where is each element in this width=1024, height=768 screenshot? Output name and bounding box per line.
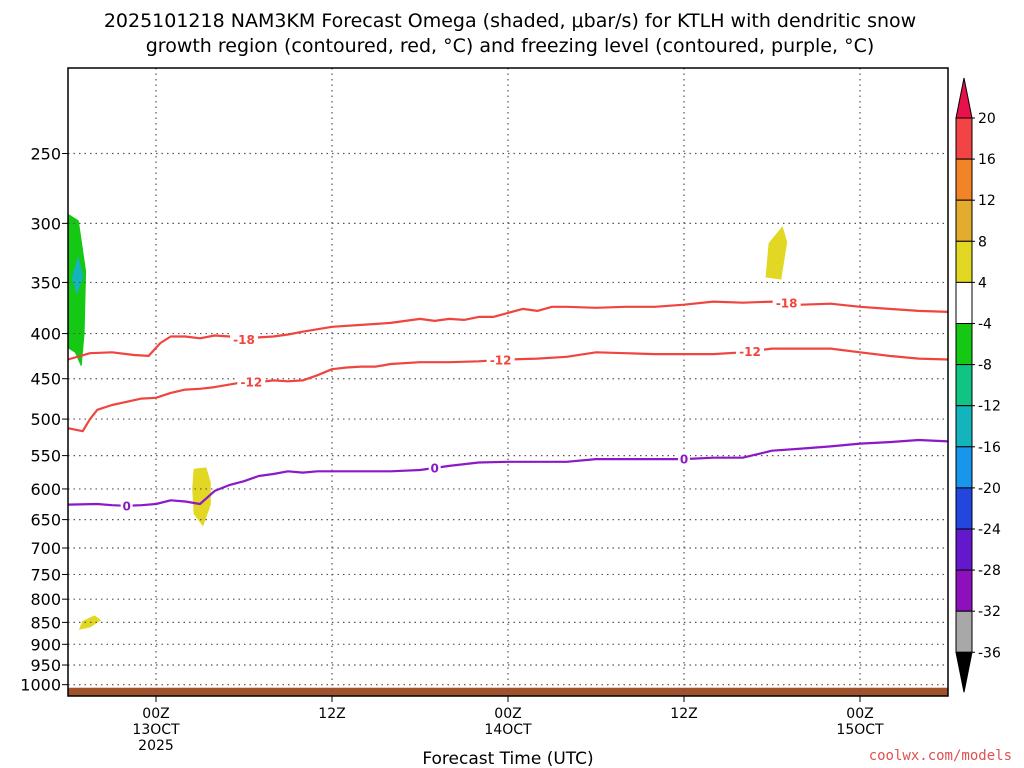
y-tick-label: 300 bbox=[30, 214, 61, 233]
y-tick-label: 1000 bbox=[20, 676, 61, 695]
y-tick-label: 600 bbox=[30, 480, 61, 499]
contour-line bbox=[67, 438, 949, 507]
contour-label-bg bbox=[120, 498, 133, 513]
colorbar-label: 20 bbox=[978, 111, 996, 127]
colorbar-label: -20 bbox=[978, 481, 1001, 497]
y-tick-label: 500 bbox=[30, 410, 61, 429]
contour-label: -12 bbox=[739, 345, 761, 359]
colorbar-swatch bbox=[955, 199, 973, 242]
colorbar-swatch bbox=[955, 446, 973, 489]
x-tick-label: 12Z bbox=[670, 706, 697, 722]
colorbar-extend-bottom bbox=[955, 651, 973, 693]
terrain-band bbox=[68, 687, 948, 696]
colorbar-label: 12 bbox=[978, 193, 996, 209]
colorbar-swatch bbox=[955, 364, 973, 407]
colorbar-extend-top bbox=[955, 77, 973, 119]
colorbar-swatch bbox=[955, 405, 973, 448]
colorbar-label: 4 bbox=[978, 275, 987, 291]
colorbar-swatch bbox=[955, 281, 973, 324]
y-tick-label: 350 bbox=[30, 273, 61, 292]
colorbar-swatch bbox=[955, 610, 973, 653]
y-tick-label: 900 bbox=[30, 635, 61, 654]
colorbar-label: -36 bbox=[978, 645, 1001, 661]
contour-label-bg bbox=[428, 460, 441, 475]
colorbar-label: -32 bbox=[978, 604, 1001, 620]
contour-label-bg bbox=[772, 296, 801, 311]
contour-label-bg bbox=[486, 352, 515, 367]
chart-title-line2: growth region (contoured, red, °C) and f… bbox=[146, 35, 875, 57]
contour-label: -18 bbox=[776, 297, 798, 311]
y-tick-label: 800 bbox=[30, 590, 61, 609]
contour-label: 0 bbox=[430, 461, 438, 475]
contour-label-bg bbox=[678, 452, 690, 467]
contour-label: -18 bbox=[233, 333, 255, 347]
colorbar-label: -16 bbox=[978, 440, 1001, 456]
x-axis-label: Forecast Time (UTC) bbox=[422, 749, 593, 768]
y-tick-label: 850 bbox=[30, 613, 61, 632]
y-tick-label: 400 bbox=[30, 325, 61, 344]
x-tick-label: 15OCT bbox=[836, 722, 884, 738]
colorbar-label: -28 bbox=[978, 563, 1001, 579]
colorbar-swatch bbox=[955, 528, 973, 571]
y-tick-label: 450 bbox=[30, 370, 61, 389]
contour-label-bg bbox=[237, 375, 266, 390]
x-tick-label: 12Z bbox=[318, 706, 345, 722]
x-tick-label: 00Z bbox=[142, 706, 169, 722]
colorbar-label: -4 bbox=[978, 317, 992, 333]
colorbar-swatch bbox=[955, 158, 973, 201]
y-tick-label: 550 bbox=[30, 447, 61, 466]
contour-label-bg bbox=[230, 332, 258, 347]
contour-label: 0 bbox=[122, 499, 130, 513]
colorbar-label: -12 bbox=[978, 399, 1001, 415]
contour-line bbox=[67, 300, 949, 361]
y-tick-label: 950 bbox=[30, 656, 61, 675]
x-tick-label: 13OCT bbox=[132, 722, 180, 738]
credit-text: coolwx.com/models bbox=[869, 748, 1012, 764]
x-tick-label: 00Z bbox=[494, 706, 521, 722]
contour-label-bg bbox=[736, 344, 764, 359]
y-tick-label: 650 bbox=[30, 511, 61, 530]
colorbar-label: 8 bbox=[978, 234, 987, 250]
colorbar-swatch bbox=[955, 487, 973, 530]
contour-label: 0 bbox=[680, 453, 688, 467]
colorbar-swatch bbox=[955, 569, 973, 612]
x-tick-label: 14OCT bbox=[484, 722, 532, 738]
omega-shade-region bbox=[765, 226, 788, 280]
chart-title-line1: 2025101218 NAM3KM Forecast Omega (shaded… bbox=[104, 10, 916, 32]
colorbar-swatch bbox=[955, 323, 973, 366]
y-tick-label: 750 bbox=[30, 565, 61, 584]
colorbar-label: -8 bbox=[978, 358, 992, 374]
omega-shade-region bbox=[192, 467, 211, 527]
contour-label: -12 bbox=[490, 353, 512, 367]
contour-label: -12 bbox=[240, 376, 262, 390]
y-tick-label: 250 bbox=[30, 144, 61, 163]
colorbar-label: 16 bbox=[978, 152, 996, 168]
x-tick-label: 00Z bbox=[846, 706, 873, 722]
colorbar-label: -24 bbox=[978, 522, 1001, 538]
colorbar-swatch bbox=[955, 240, 973, 283]
y-tick-label: 700 bbox=[30, 539, 61, 558]
colorbar-swatch bbox=[955, 117, 973, 160]
omega-shade-region bbox=[71, 257, 84, 295]
x-tick-label: 2025 bbox=[138, 738, 174, 754]
